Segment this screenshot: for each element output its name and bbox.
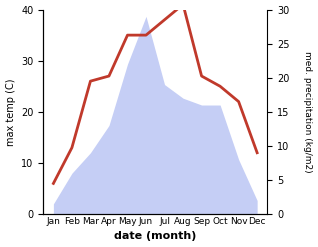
Y-axis label: max temp (C): max temp (C) [5, 78, 16, 145]
Y-axis label: med. precipitation (kg/m2): med. precipitation (kg/m2) [303, 51, 313, 173]
X-axis label: date (month): date (month) [114, 231, 197, 242]
